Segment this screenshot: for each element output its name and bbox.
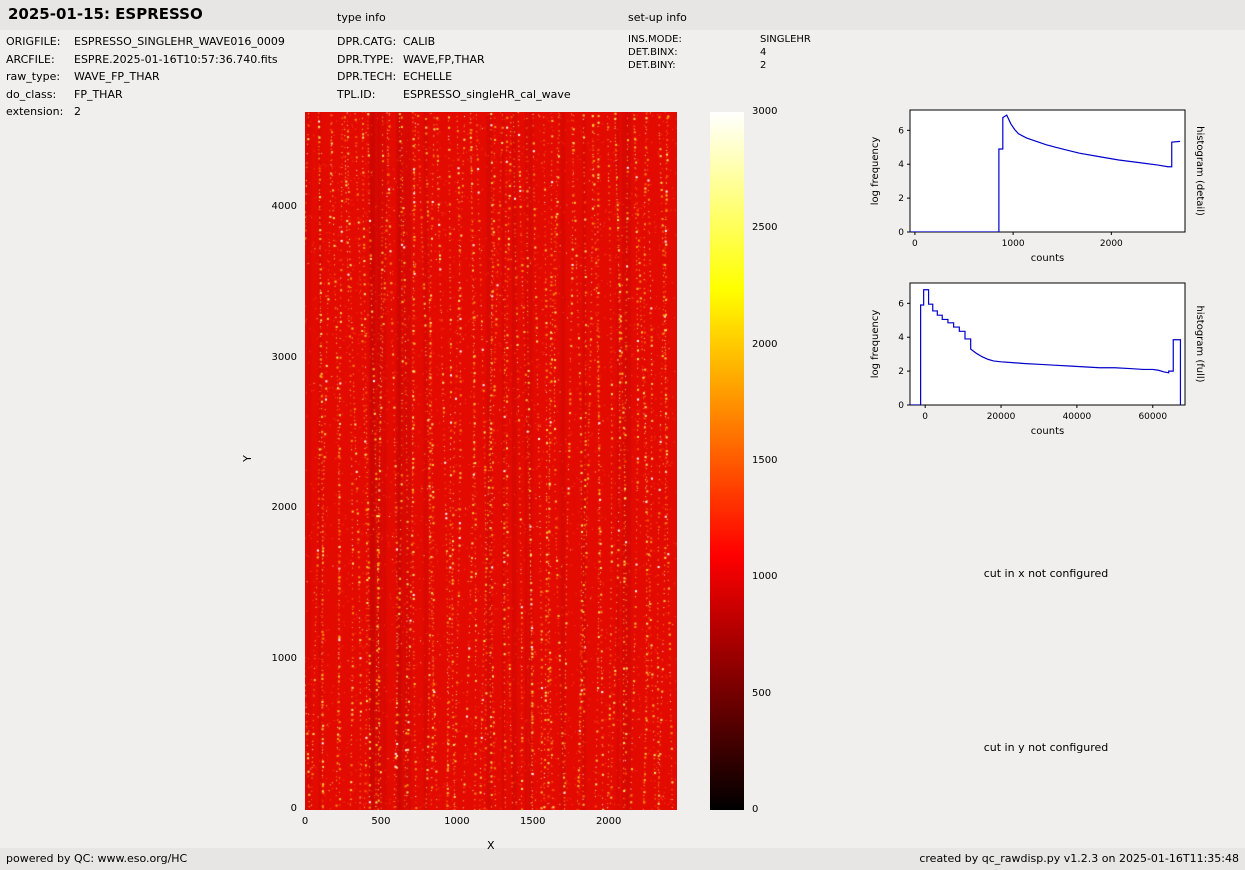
field-label: raw_type:: [6, 70, 61, 83]
file-info-block: ORIGFILE: ESPRESSO_SINGLEHR_WAVE016_0009 …: [6, 33, 285, 121]
file-info-row: ARCFILE: ESPRE.2025-01-16T10:57:36.740.fi…: [6, 51, 285, 69]
tick-label: 500: [752, 687, 772, 699]
field-label: INS.MODE:: [628, 34, 682, 45]
file-info-row: ORIGFILE: ESPRESSO_SINGLEHR_WAVE016_0009: [6, 33, 285, 51]
field-value: ESPRESSO_singleHR_cal_wave: [403, 87, 571, 101]
colorbar: 0 500 1000 1500 2000 2500 3000: [710, 106, 777, 815]
field-label: DET.BINX:: [628, 47, 678, 58]
file-info-row: raw_type: WAVE_FP_THAR: [6, 68, 285, 86]
raw-image-canvas: [305, 112, 677, 810]
field-label: ORIGFILE:: [6, 35, 61, 48]
footer-created-by: created by qc_rawdisp.py v1.2.3 on 2025-…: [919, 852, 1239, 865]
field-label: DET.BINY:: [628, 60, 676, 71]
field-value: ECHELLE: [403, 70, 453, 83]
field-label: DPR.CATG:: [337, 35, 397, 48]
svg-text:2000: 2000: [1100, 239, 1123, 249]
svg-text:0: 0: [912, 239, 918, 249]
svg-text:4: 4: [898, 333, 904, 343]
svg-text:20000: 20000: [987, 412, 1016, 422]
svg-text:counts: counts: [1031, 253, 1064, 264]
svg-text:6: 6: [898, 299, 904, 309]
tick-label: 4000: [271, 201, 297, 213]
footer-powered-by: powered by QC: www.eso.org/HC: [6, 852, 188, 865]
field-value: 2: [760, 60, 767, 71]
type-info-row: DPR.CATG: CALIB: [337, 33, 571, 51]
main-ytick-labels: 0 1000 2000 3000 4000: [253, 112, 297, 814]
field-value: CALIB: [403, 35, 436, 48]
type-info-block: DPR.CATG: CALIB DPR.TYPE: WAVE,FP,THAR DPR…: [337, 33, 571, 103]
tick-label: 0: [301, 816, 309, 827]
tick-label: 2500: [752, 222, 778, 234]
tick-label: 1000: [444, 816, 470, 827]
tick-label: 2000: [595, 816, 622, 827]
raw-image-figure: 0 500 1000 1500 2000 0 1000 2000 3000 4000: [272, 112, 677, 827]
setup-info-block: INS.MODE: SINGLEHR DET.BINX: 4 DET.BINY: 2: [628, 33, 811, 72]
tick-label: 3000: [271, 351, 297, 363]
tick-label: 1000: [752, 571, 778, 583]
setup-info-row: INS.MODE: SINGLEHR: [628, 33, 811, 46]
tick-label: 0: [290, 803, 297, 814]
svg-text:0: 0: [898, 401, 904, 411]
svg-text:2: 2: [898, 367, 904, 377]
tick-label: 2000: [752, 338, 778, 350]
svg-text:counts: counts: [1031, 426, 1064, 437]
histogram-detail-chart: 0 1000 2000 0 2 4 6 counts log frequency histogra…: [870, 109, 1205, 264]
svg-text:40000: 40000: [1063, 412, 1092, 422]
tick-label: 1500: [520, 816, 546, 827]
field-value: WAVE_FP_THAR: [74, 70, 160, 83]
type-info-row: DPR.TECH: ECHELLE: [337, 68, 571, 86]
svg-text:histogram (detail): histogram (detail): [1194, 126, 1205, 216]
svg-text:log frequency: log frequency: [870, 310, 881, 379]
svg-text:0: 0: [922, 412, 928, 422]
cut-in-y-message: cut in y not configured: [983, 741, 1109, 754]
tick-label: 3000: [752, 106, 778, 117]
svg-text:60000: 60000: [1138, 412, 1167, 422]
setup-info-heading: set-up info: [628, 11, 687, 24]
tick-label: 500: [371, 816, 391, 827]
field-label: ARCFILE:: [6, 52, 55, 66]
svg-text:0: 0: [898, 228, 904, 238]
field-value: ESPRE.2025-01-16T10:57:36.740.fits: [74, 52, 278, 66]
field-value: 4: [760, 47, 767, 58]
svg-text:histogram (full): histogram (full): [1194, 305, 1205, 382]
field-label: TPL.ID:: [337, 87, 376, 101]
svg-text:4: 4: [898, 160, 904, 170]
tick-label: 0: [752, 804, 759, 815]
tick-label: 1500: [752, 455, 778, 466]
svg-text:log frequency: log frequency: [870, 137, 881, 206]
svg-text:2: 2: [898, 194, 904, 204]
main-xtick-labels: 0 500 1000 1500 2000: [301, 810, 677, 827]
field-label: DPR.TYPE:: [337, 52, 394, 66]
field-value: WAVE,FP,THAR: [403, 52, 485, 66]
type-info-row: DPR.TYPE: WAVE,FP,THAR: [337, 51, 571, 69]
colorbar-ticks: 0 500 1000 1500 2000 2500 3000: [752, 106, 792, 815]
tick-label: 1000: [271, 652, 297, 664]
footer-band: [0, 848, 1245, 870]
field-label: do_class:: [6, 87, 57, 101]
svg-text:6: 6: [898, 126, 904, 136]
field-value: FP_THAR: [74, 87, 123, 101]
main-y-axis-label: Y: [240, 455, 254, 462]
field-label: extension:: [6, 105, 64, 118]
cut-in-x-message: cut in x not configured: [983, 567, 1109, 580]
field-label: DPR.TECH:: [337, 70, 397, 83]
field-value: SINGLEHR: [760, 34, 811, 45]
colorbar-gradient: [710, 112, 744, 810]
page-title: 2025-01-15: ESPRESSO: [8, 5, 203, 23]
type-info-heading: type info: [337, 11, 386, 24]
setup-info-row: DET.BINY: 2: [628, 59, 811, 72]
file-info-row: extension: 2: [6, 103, 285, 121]
histogram-full-chart: 0 20000 40000 60000 0 2 4 6 counts log frequency h…: [870, 282, 1205, 437]
main-x-axis-label: X: [487, 839, 495, 852]
type-info-row: TPL.ID: ESPRESSO_singleHR_cal_wave: [337, 86, 571, 104]
setup-info-row: DET.BINX: 4: [628, 46, 811, 59]
tick-label: 2000: [271, 502, 297, 514]
file-info-row: do_class: FP_THAR: [6, 86, 285, 104]
header-band: [0, 0, 1245, 30]
svg-text:1000: 1000: [1002, 239, 1025, 249]
field-value: 2: [74, 105, 81, 118]
field-value: ESPRESSO_SINGLEHR_WAVE016_0009: [74, 35, 285, 48]
